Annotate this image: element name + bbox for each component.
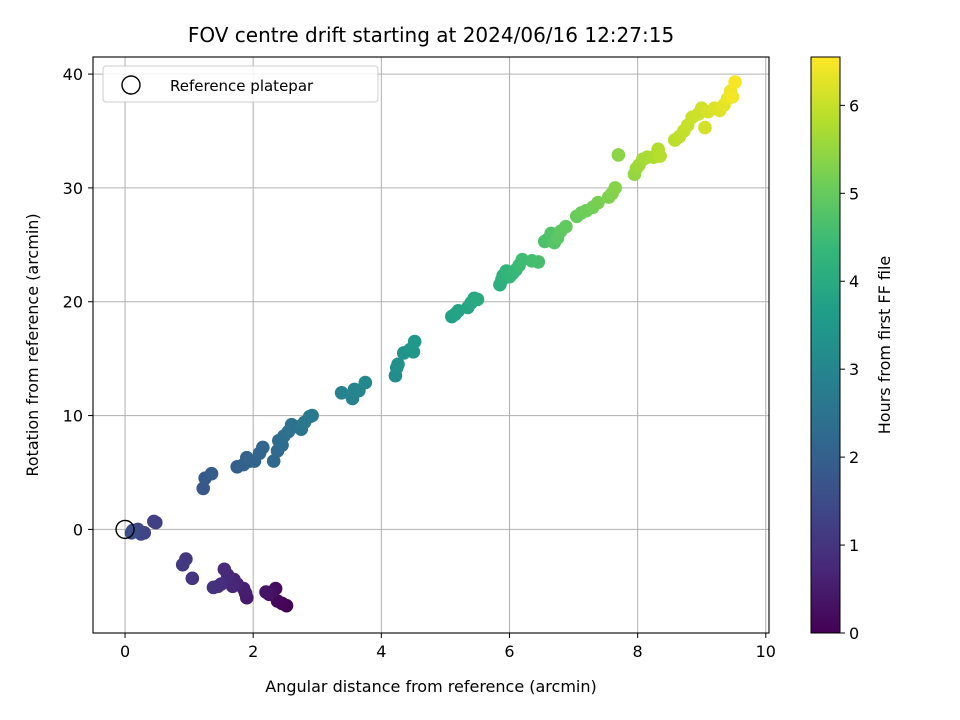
scatter-point bbox=[611, 148, 626, 162]
x-tick-label: 10 bbox=[756, 642, 776, 661]
scatter-point bbox=[406, 345, 421, 359]
y-tick-label: 40 bbox=[63, 65, 83, 84]
colorbar-tick-label: 6 bbox=[849, 96, 859, 115]
scatter-point bbox=[358, 375, 373, 390]
legend-label: Reference platepar bbox=[170, 77, 314, 95]
plot-background bbox=[93, 57, 769, 633]
colorbar: 0 1 2 3 4 5 6 Hours from first FF file bbox=[810, 56, 894, 643]
scatter-point bbox=[305, 408, 319, 423]
scatter-point bbox=[256, 440, 270, 455]
legend-marker-open-circle bbox=[121, 75, 141, 95]
plot-frame bbox=[92, 56, 770, 634]
scatter-point bbox=[217, 562, 232, 577]
colorbar-tick-label: 2 bbox=[849, 448, 859, 467]
y-tick-label: 20 bbox=[63, 293, 83, 312]
x-tick-label: 2 bbox=[248, 642, 258, 661]
colorbar-tick-label: 4 bbox=[849, 272, 859, 291]
colorbar-ticks: 0 1 2 3 4 5 6 bbox=[840, 96, 859, 643]
x-tick-label: 4 bbox=[376, 642, 386, 661]
scatter-point bbox=[259, 585, 273, 599]
colorbar-label: Hours from first FF file bbox=[875, 256, 894, 435]
scatter-point bbox=[728, 75, 742, 89]
x-tick-label: 6 bbox=[504, 642, 514, 661]
scatter-point bbox=[559, 219, 573, 234]
x-axis-label: Angular distance from reference (arcmin) bbox=[265, 677, 596, 696]
legend-box bbox=[102, 65, 379, 103]
scatter-point bbox=[147, 514, 161, 529]
chart-title: FOV centre drift starting at 2024/06/16 … bbox=[188, 23, 674, 47]
colorbar-tick-label: 0 bbox=[849, 624, 859, 643]
scatter-point bbox=[653, 149, 667, 163]
scatter-point bbox=[225, 579, 240, 594]
y-axis-ticks: 0 10 20 30 40 bbox=[63, 65, 93, 539]
colorbar-tick-label: 3 bbox=[849, 360, 859, 379]
scatter-points bbox=[124, 75, 742, 613]
scatter-point bbox=[206, 580, 221, 595]
plot-area: 0 2 4 6 8 10 0 10 20 30 40 Reference platepar bbox=[63, 56, 776, 661]
colorbar-gradient bbox=[810, 56, 841, 634]
scatter-point bbox=[391, 357, 405, 372]
y-tick-label: 0 bbox=[73, 520, 83, 539]
scatter-point bbox=[531, 255, 546, 269]
reference-platepar-marker bbox=[115, 519, 135, 540]
scatter-point bbox=[725, 90, 740, 104]
scatter-point bbox=[608, 181, 623, 195]
scatter-point bbox=[470, 292, 485, 307]
scatter-point bbox=[175, 557, 190, 572]
scatter-point bbox=[698, 120, 712, 135]
scatter-point bbox=[407, 334, 422, 349]
y-tick-label: 10 bbox=[63, 407, 83, 426]
x-tick-label: 8 bbox=[633, 642, 643, 661]
scatter-point bbox=[196, 481, 211, 496]
colorbar-tick-label: 5 bbox=[849, 184, 859, 203]
scatter-point bbox=[204, 466, 219, 481]
colorbar-tick-label: 1 bbox=[849, 536, 859, 555]
legend: Reference platepar bbox=[102, 65, 379, 103]
scatter-point bbox=[124, 526, 139, 540]
y-axis-label: Rotation from reference (arcmin) bbox=[23, 213, 42, 476]
x-tick-label: 0 bbox=[120, 642, 130, 661]
scatter-point bbox=[266, 454, 281, 468]
scatter-point bbox=[185, 571, 200, 586]
scatter-point bbox=[334, 386, 349, 400]
x-axis-ticks: 0 2 4 6 8 10 bbox=[120, 633, 776, 661]
y-tick-label: 30 bbox=[63, 179, 83, 198]
scatter-point bbox=[591, 195, 605, 210]
